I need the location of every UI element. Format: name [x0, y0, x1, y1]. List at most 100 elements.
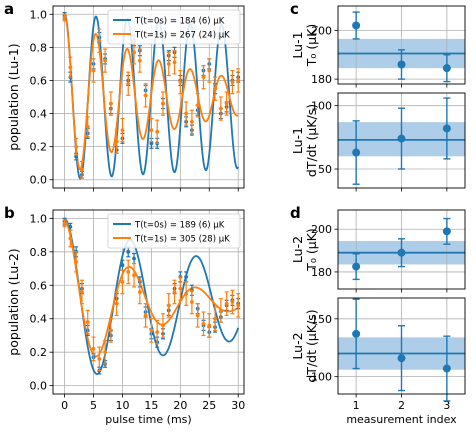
- data-point: [397, 60, 406, 69]
- data-point: [397, 354, 406, 363]
- data-point: [68, 224, 73, 229]
- y-axis-label: population (Lu-1): [6, 43, 21, 150]
- data-point: [236, 303, 241, 308]
- data-point: [161, 101, 165, 106]
- data-point: [85, 124, 90, 129]
- data-point: [155, 330, 160, 335]
- data-point: [207, 68, 212, 73]
- data-point: [442, 227, 451, 236]
- data-point: [80, 290, 84, 294]
- data-point: [352, 262, 361, 271]
- data-point: [132, 256, 136, 261]
- legend: T(t=0s) = 189 (6) μK T(t=1s) = 305 (28) μ…: [107, 213, 241, 249]
- data-point: [126, 249, 131, 254]
- y-tick-label: 0.2: [30, 141, 48, 154]
- y-axis-label-line2: dT/dt (μK/s): [304, 104, 319, 177]
- data-point: [201, 321, 206, 326]
- y-axis-label-line2: T₀ (μK): [304, 24, 319, 68]
- axes-frame: [337, 297, 466, 395]
- data-point: [166, 62, 171, 66]
- data-point: [161, 323, 165, 328]
- x-tick-label: 10: [115, 399, 129, 412]
- data-point: [207, 323, 212, 328]
- data-point: [178, 80, 183, 85]
- data-point: [230, 80, 235, 85]
- x-tick-label: 25: [202, 399, 216, 412]
- x-tick-label: 5: [90, 399, 97, 412]
- x-axis-label: pulse time (ms): [105, 413, 191, 426]
- data-point: [213, 86, 217, 91]
- data-point: [442, 364, 451, 373]
- data-point: [143, 93, 148, 98]
- legend: T(t=0s) = 184 (6) μK T(t=1s) = 267 (24) μ…: [107, 9, 241, 45]
- panel-c1: 180 200 Lu-1 T₀ (μK) c: [290, 0, 466, 88]
- data-point: [120, 280, 125, 284]
- data-point: [149, 328, 154, 333]
- y-tick-label: 0.4: [30, 313, 48, 326]
- y-tick-label: 200: [311, 223, 332, 236]
- data-point: [218, 106, 223, 111]
- y-tick-label: 0.6: [30, 279, 48, 292]
- y-axis-label-line1: Lu-1: [290, 127, 305, 154]
- data-point: [442, 124, 451, 133]
- y-axis-label-line1: Lu-2: [290, 236, 305, 263]
- axes-frame: [337, 5, 466, 85]
- y-tick-label: 50: [318, 163, 332, 176]
- data-point: [190, 119, 194, 124]
- panel-letter: a: [4, 0, 14, 18]
- y-tick-label: 0.8: [30, 246, 48, 259]
- axes-frame: [52, 5, 245, 189]
- legend-entry: T(t=1s) = 267 (24) μK: [134, 31, 230, 41]
- data-point: [352, 148, 361, 157]
- data-point: [108, 328, 113, 333]
- panel-d2: 1 2 3 100 150 Lu-2 dT/dt (μK/s) measurement ind…: [290, 297, 466, 426]
- data-point: [62, 221, 67, 226]
- y-tick-label: 100: [311, 100, 332, 113]
- panel-c2: 50 100 Lu-1 dT/dt (μK/s): [290, 92, 466, 192]
- y-tick-label: 0.8: [30, 41, 48, 54]
- data-point: [74, 259, 79, 264]
- data-point: [74, 154, 79, 159]
- data-point: [184, 275, 189, 279]
- y-axis-label-line2: dT/dt (μK/s): [304, 309, 319, 382]
- data-point: [218, 308, 223, 313]
- y-axis-label-line1: Lu-1: [290, 31, 305, 58]
- panel-letter: c: [290, 0, 299, 18]
- x-tick-label: 30: [231, 399, 245, 412]
- y-axis-label-line1: Lu-2: [290, 332, 305, 359]
- y-tick-label: 100: [311, 371, 332, 384]
- y-tick-label: 1.0: [30, 8, 48, 21]
- y-tick-label: 0.2: [30, 346, 48, 359]
- data-point: [397, 134, 406, 143]
- data-point: [103, 58, 107, 63]
- data-point: [224, 301, 229, 306]
- x-tick-label: 1: [353, 399, 360, 412]
- data-point: [184, 291, 189, 296]
- fit-curve-1: [63, 13, 239, 171]
- legend-entry: T(t=0s) = 189 (6) μK: [134, 221, 225, 231]
- data-point: [137, 290, 142, 294]
- data-point: [195, 103, 200, 108]
- data-point: [137, 58, 142, 63]
- x-tick-label: 3: [443, 399, 450, 412]
- x-tick-label: 20: [173, 399, 187, 412]
- data-point: [213, 316, 217, 321]
- data-point: [97, 356, 102, 361]
- data-point: [149, 128, 154, 132]
- data-point: [114, 139, 119, 144]
- data-point: [108, 101, 113, 106]
- data-point: [80, 167, 84, 172]
- legend-entry: T(t=1s) = 305 (28) μK: [134, 235, 230, 245]
- data-point: [126, 269, 131, 274]
- axes-frame: [337, 209, 466, 290]
- y-tick-label: 180: [311, 266, 332, 279]
- data-point: [172, 60, 177, 65]
- data-point: [155, 129, 160, 134]
- data-point: [442, 64, 451, 73]
- data-point: [74, 144, 79, 149]
- y-tick-label: 180: [311, 73, 332, 86]
- legend-frame: [107, 213, 241, 249]
- y-axis-label: population (Lu-2): [6, 248, 21, 355]
- y-axis-label-line2: T₀ (μK): [304, 228, 319, 272]
